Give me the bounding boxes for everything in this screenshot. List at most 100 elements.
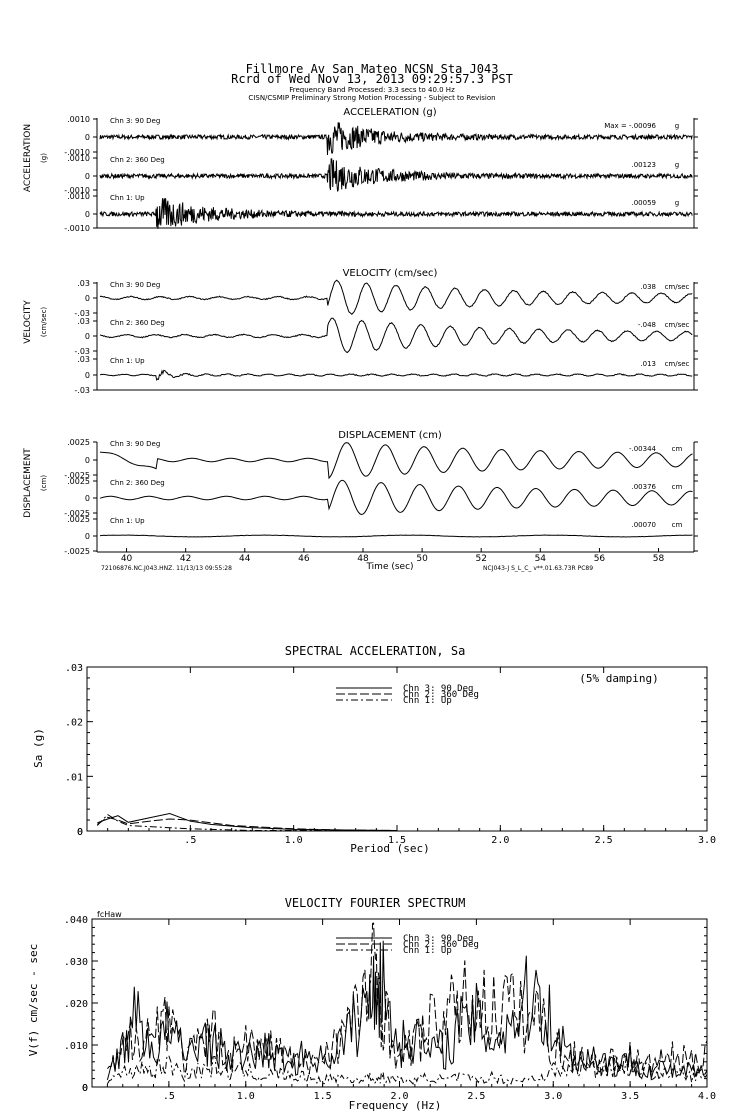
dis-ch0-ytick-top: .0025 — [67, 438, 90, 447]
sa-xtick-label-5: 3.0 — [698, 835, 716, 846]
sa-title: SPECTRAL ACCELERATION, Sa — [285, 644, 466, 658]
acc-ch1-unit: g — [675, 161, 679, 169]
sa-ylabel: Sa (g) — [32, 728, 45, 768]
footer-right: NCJ043-J S_L_C_ v**.01.63.73R PC89 — [483, 565, 593, 572]
acc-ch2-ytick-zero: 0 — [85, 210, 90, 219]
dis-unit-label: (cm) — [40, 475, 48, 491]
vel-ch0-name: Chn 3: 90 Deg — [110, 281, 160, 289]
dis-ch1-trace — [99, 479, 693, 516]
sa-series-2 — [96, 813, 398, 832]
fs-xtick-label-7: 4.0 — [698, 1091, 716, 1102]
vel-ch0-unit: cm/sec — [665, 283, 690, 291]
dis-ch0-ytick-zero: 0 — [85, 456, 90, 465]
dis-ch2-name: Chn 1: Up — [110, 517, 145, 525]
vel-ch1-ytick-zero: 0 — [85, 332, 90, 341]
dis-ch2-ytick-top: .0025 — [67, 515, 90, 524]
dis-ch2-trace — [99, 534, 693, 538]
fs-xtick-label-6: 3.5 — [621, 1091, 639, 1102]
acc-panel: ACCELERATION (g) ACCELERATION (g) .0010 0 -.0… — [23, 107, 698, 233]
dis-ch1-max: .00376 — [632, 483, 657, 491]
acc-ch2-ytick-bottom: -.0010 — [64, 224, 90, 233]
sa-xtick-label-2: 1.5 — [388, 835, 406, 846]
record-date: Rcrd of Wed Nov 13, 2013 09:29:57.3 PST — [231, 72, 513, 86]
time-tick-label-40: 40 — [121, 554, 133, 564]
acc-ch0-ytick-zero: 0 — [85, 133, 90, 142]
sa-legend-label-2: Chn 1: Up — [403, 696, 452, 706]
frequency-band: Frequency Band Processed: 3.3 secs to 40… — [289, 86, 455, 94]
sa-xtick-label-1: 1.0 — [285, 835, 303, 846]
time-tick-label-50: 50 — [416, 554, 428, 564]
sa-ytick-label-0: 0 — [77, 827, 83, 838]
dis-ch0-unit: cm — [672, 445, 683, 453]
vel-panel: VELOCITY (cm/sec) VELOCITY (cm/sec) .03 0 -.0… — [23, 268, 698, 395]
acc-unit-label: (g) — [40, 153, 48, 163]
fs-xtick-label-4: 2.5 — [467, 1091, 485, 1102]
dis-ch2-ytick-zero: 0 — [85, 532, 90, 541]
dis-ch1-ytick-zero: 0 — [85, 494, 90, 503]
acc-ch0-ytick-bottom: -.0010 — [64, 148, 90, 157]
fs-ytick-label-4: .040 — [64, 915, 88, 926]
processing-note: CISN/CSMIP Preliminary Strong Motion Pro… — [248, 94, 495, 102]
acc-title: ACCELERATION (g) — [343, 107, 436, 118]
dis-ch1-ytick-top: .0025 — [67, 477, 90, 486]
sa-series-0 — [97, 812, 398, 831]
fs-series-1 — [107, 922, 708, 1078]
vel-title: VELOCITY (cm/sec) — [343, 268, 438, 279]
time-axis-label: Time (sec) — [365, 562, 413, 572]
acc-ch1-name: Chn 2: 360 Deg — [110, 156, 165, 164]
dis-ch2-ytick-bottom: -.0025 — [64, 547, 90, 556]
fs-title: VELOCITY FOURIER SPECTRUM — [285, 896, 466, 910]
sa-xtick-label-0: .5 — [184, 835, 196, 846]
fs-corner-label: fcHaw — [97, 910, 122, 919]
fs-xtick-label-3: 2.0 — [390, 1091, 408, 1102]
fs-legend-label-0: Chn 3: 90 Deg — [403, 934, 473, 944]
dis-title: DISPLACEMENT (cm) — [338, 430, 442, 441]
vel-ch2-ytick-top: .03 — [77, 355, 90, 364]
acc-ch1-ytick-zero: 0 — [85, 172, 90, 181]
fs-ytick-label-2: .020 — [64, 999, 88, 1010]
dis-ch2-max: .00070 — [632, 521, 657, 529]
station-title: Fillmore Av San Mateo NCSN Sta J043 — [246, 62, 499, 76]
acc-ch0-unit: g — [675, 122, 679, 130]
vel-ch0-ytick-top: .03 — [77, 279, 90, 288]
time-tick-label-44: 44 — [239, 554, 251, 564]
fs-xtick-label-1: 1.0 — [237, 1091, 255, 1102]
acc-ch0-ytick-top: .0010 — [67, 115, 90, 124]
vel-ch1-name: Chn 2: 360 Deg — [110, 319, 165, 327]
time-tick-label-56: 56 — [594, 554, 606, 564]
fs-xtick-label-5: 3.0 — [544, 1091, 562, 1102]
fs-legend-label-2: Chn 1: Up — [403, 946, 452, 956]
dis-ch0-name: Chn 3: 90 Deg — [110, 440, 160, 448]
dis-ch0-ytick-bottom: -.0025 — [64, 471, 90, 480]
fs-frame — [91, 918, 708, 1088]
dis-ch1-name: Chn 2: 360 Deg — [110, 479, 165, 487]
sa-ytick-label-1: .01 — [65, 772, 83, 783]
dis-ch0-trace — [99, 442, 693, 480]
acc-ch0-name: Chn 3: 90 Deg — [110, 117, 160, 125]
vel-ch1-trace — [99, 317, 693, 354]
fs-xtick-label-2: 1.5 — [314, 1091, 332, 1102]
fs-ytick-label-3: .030 — [64, 957, 88, 968]
vel-ch0-trace — [99, 279, 693, 316]
time-series-panels: ACCELERATION (g) ACCELERATION (g) .0010 0 -.0… — [23, 107, 698, 564]
vel-unit-label: (cm/sec) — [40, 307, 48, 338]
vel-ch2-unit: cm/sec — [665, 360, 690, 368]
sa-series-1 — [97, 816, 398, 831]
acc-ch2-trace — [99, 198, 693, 229]
vel-side-label: VELOCITY — [23, 300, 33, 344]
time-tick-label-46: 46 — [298, 554, 310, 564]
acc-ch2-max: .00059 — [632, 199, 657, 207]
sa-origin-label: 0 — [77, 827, 83, 838]
time-tick-label-58: 58 — [653, 554, 665, 564]
fs-legend-label-1: Chn 2: 360 Deg — [403, 940, 479, 950]
sa-xtick-label-4: 2.5 — [595, 835, 613, 846]
dis-ch1-ytick-bottom: -.0025 — [64, 509, 90, 518]
dis-side-label: DISPLACEMENT — [23, 448, 33, 518]
vel-ch2-trace — [99, 369, 693, 381]
vel-ch1-ytick-bottom: -.03 — [74, 347, 90, 356]
acc-ch1-ytick-bottom: -.0010 — [64, 186, 90, 195]
acc-ch1-max: .00123 — [632, 161, 657, 169]
